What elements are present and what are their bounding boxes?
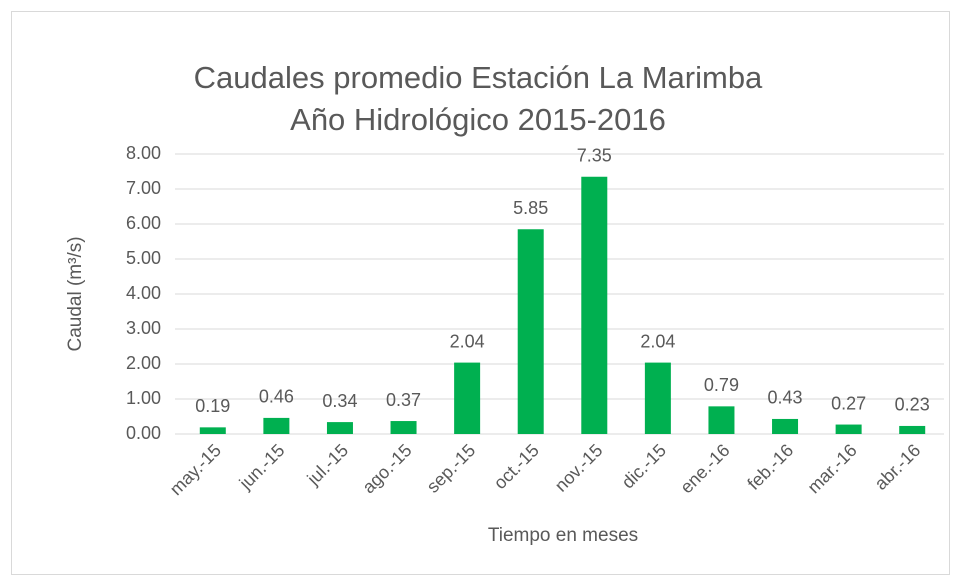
x-axis-title: Tiempo en meses: [488, 525, 638, 546]
bar: [263, 417, 290, 434]
bar: [390, 421, 417, 434]
bar: [326, 422, 353, 434]
bar: [454, 362, 481, 434]
y-tick-label: 3.00: [126, 318, 161, 338]
bar: [581, 176, 608, 434]
data-label: 0.37: [386, 390, 421, 410]
chart-subtitle: Año Hidrológico 2015-2016: [290, 102, 666, 137]
y-tick-label: 5.00: [126, 248, 161, 268]
y-tick-label: 2.00: [126, 353, 161, 373]
bar: [708, 406, 735, 434]
data-label: 7.35: [577, 146, 612, 166]
y-tick-label: 1.00: [126, 388, 161, 408]
chart-title: Caudales promedio Estación La Marimba: [194, 60, 763, 95]
data-label: 5.85: [513, 198, 548, 218]
y-tick-label: 7.00: [126, 178, 161, 198]
data-label: 0.79: [704, 375, 739, 395]
data-label: 0.46: [259, 387, 294, 407]
data-label: 0.19: [195, 396, 230, 416]
bar: [199, 427, 226, 434]
bar: [835, 424, 862, 434]
data-label: 0.23: [895, 395, 930, 415]
bar: [517, 229, 544, 434]
y-tick-label: 0.00: [126, 423, 161, 443]
data-label: 0.34: [322, 391, 357, 411]
data-label: 2.04: [640, 331, 675, 351]
data-label: 2.04: [450, 331, 485, 351]
y-tick-label: 4.00: [126, 283, 161, 303]
bar: [899, 425, 926, 434]
y-tick-label: 6.00: [126, 213, 161, 233]
bar: [772, 418, 799, 434]
y-tick-label: 8.00: [126, 143, 161, 163]
data-label: 0.43: [768, 388, 803, 408]
chart-frame: [11, 11, 950, 575]
bar: [644, 362, 671, 434]
y-axis-title: Caudal (m³/s): [65, 236, 86, 351]
data-label: 0.27: [831, 393, 866, 413]
